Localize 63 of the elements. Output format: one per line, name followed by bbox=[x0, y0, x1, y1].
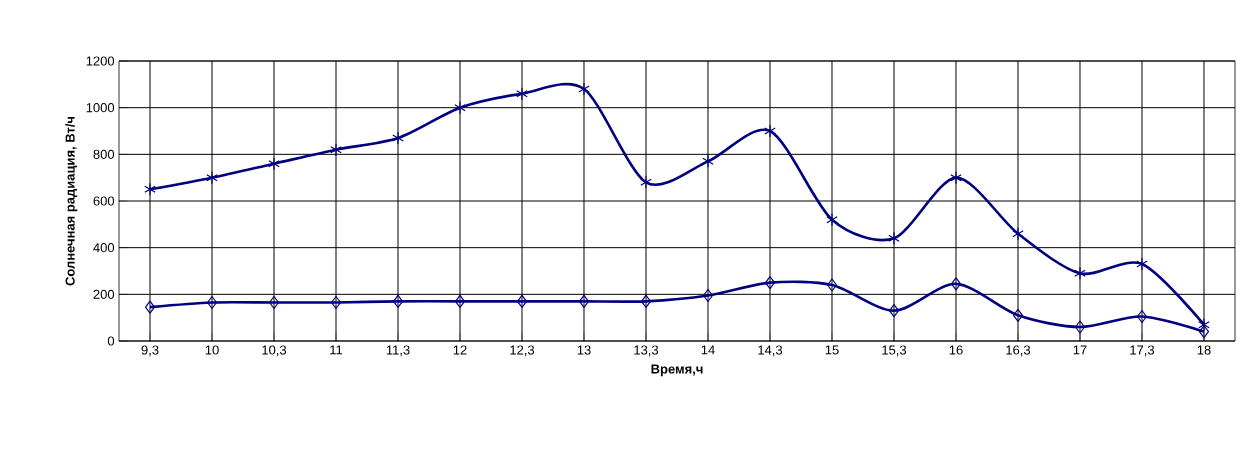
x-tick-label: 13,3 bbox=[634, 345, 659, 357]
y-tick-label: 1000 bbox=[86, 103, 115, 113]
point bbox=[950, 277, 962, 291]
point bbox=[888, 304, 900, 318]
point bbox=[1074, 320, 1086, 334]
point bbox=[950, 171, 962, 185]
x-tick-label: 12,3 bbox=[510, 345, 535, 357]
x-tick-label: 10 bbox=[205, 345, 219, 355]
point bbox=[392, 131, 404, 145]
x-tick-label: 9,3 bbox=[141, 345, 159, 357]
x-tick-label: 11,3 bbox=[386, 345, 410, 357]
point bbox=[1198, 325, 1210, 339]
x-tick-label: 13 bbox=[577, 345, 591, 355]
x-tick-label: 17 bbox=[1073, 345, 1087, 355]
y-tick-label: 400 bbox=[93, 243, 115, 253]
point bbox=[454, 294, 466, 308]
point bbox=[268, 295, 280, 310]
point bbox=[578, 82, 590, 96]
point bbox=[454, 101, 466, 115]
point bbox=[1136, 257, 1148, 271]
point bbox=[1012, 227, 1024, 241]
point bbox=[764, 276, 776, 290]
x-tick-label: 11 bbox=[330, 345, 343, 355]
x-tick-label: 12 bbox=[453, 345, 467, 355]
x-tick-label: 14 bbox=[701, 345, 715, 355]
point bbox=[826, 213, 838, 227]
x-tick-label: 10,3 bbox=[262, 345, 287, 357]
point bbox=[330, 295, 342, 310]
point bbox=[144, 300, 156, 314]
point bbox=[888, 231, 900, 245]
point bbox=[1136, 309, 1148, 324]
point bbox=[702, 288, 714, 303]
point bbox=[206, 171, 218, 185]
point bbox=[578, 294, 590, 308]
point bbox=[640, 294, 652, 308]
point bbox=[392, 294, 404, 308]
y-tick-label: 600 bbox=[93, 196, 115, 206]
y-tick-label: 1200 bbox=[86, 56, 115, 66]
point bbox=[764, 124, 776, 138]
x-tick-label: 16,3 bbox=[1006, 345, 1031, 357]
x-tick-label: 14,3 bbox=[758, 345, 783, 357]
x-tick-label: 18 bbox=[1197, 345, 1211, 355]
y-tick-label: 800 bbox=[93, 149, 115, 159]
x-tick-label: 16 bbox=[949, 345, 963, 355]
x-tick-label: 15,3 bbox=[882, 345, 907, 357]
x-tick-label: 15 bbox=[825, 345, 839, 355]
point bbox=[1198, 318, 1210, 332]
point bbox=[516, 87, 528, 101]
y-tick-label: 0 bbox=[107, 336, 115, 346]
y-axis-title: Солнечная радиация, Вт/ч bbox=[65, 116, 78, 286]
x-tick-label: 17,3 bbox=[1130, 345, 1155, 357]
point bbox=[268, 157, 280, 171]
point bbox=[330, 143, 342, 157]
point bbox=[1012, 308, 1024, 322]
point bbox=[826, 278, 838, 292]
x-axis-title: Время,ч bbox=[651, 364, 703, 377]
point bbox=[640, 175, 652, 189]
point bbox=[1074, 266, 1086, 280]
point bbox=[144, 182, 156, 196]
point bbox=[702, 154, 714, 168]
point bbox=[206, 295, 218, 310]
point bbox=[516, 294, 528, 308]
y-tick-label: 200 bbox=[93, 289, 115, 299]
